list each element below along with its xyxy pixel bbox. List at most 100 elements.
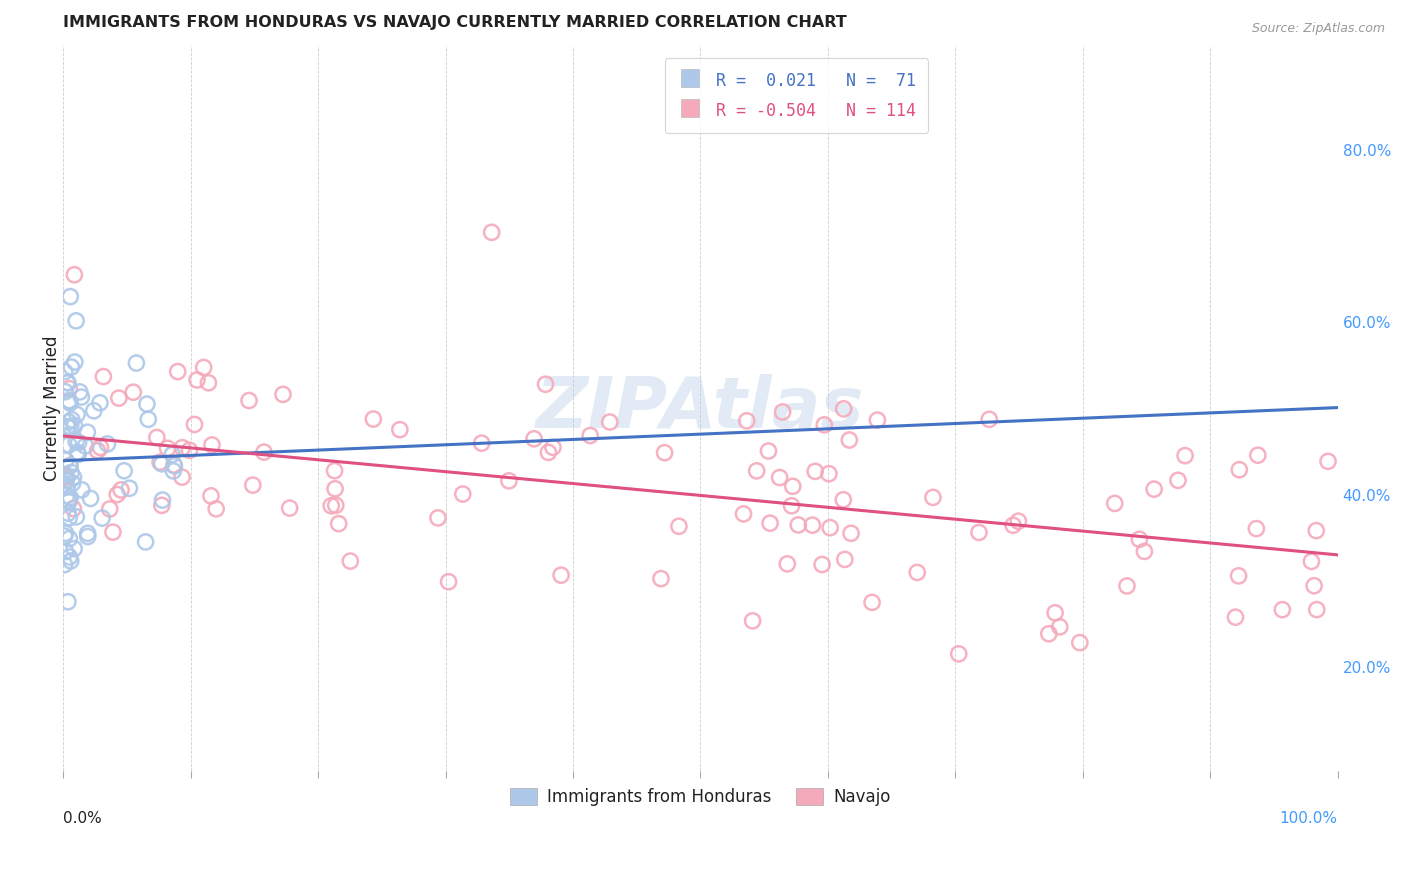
Point bbox=[834, 552, 856, 566]
Point bbox=[65, 509, 87, 524]
Point bbox=[101, 525, 124, 540]
Point bbox=[745, 464, 768, 478]
Point bbox=[172, 470, 194, 484]
Point bbox=[59, 396, 82, 410]
Point bbox=[55, 473, 77, 487]
Point bbox=[471, 436, 494, 450]
Point bbox=[118, 481, 141, 495]
Point bbox=[1007, 514, 1029, 528]
Point bbox=[146, 430, 169, 444]
Point bbox=[787, 517, 810, 532]
Point bbox=[63, 541, 86, 556]
Point bbox=[1069, 635, 1091, 649]
Point bbox=[179, 443, 201, 458]
Point bbox=[811, 558, 834, 572]
Point bbox=[70, 390, 93, 404]
Point bbox=[1246, 522, 1268, 536]
Point bbox=[135, 535, 157, 549]
Point bbox=[105, 487, 128, 501]
Point bbox=[56, 419, 79, 434]
Point bbox=[53, 477, 76, 491]
Point bbox=[58, 382, 80, 396]
Point bbox=[905, 566, 928, 580]
Point bbox=[172, 441, 194, 455]
Point bbox=[150, 499, 173, 513]
Point bbox=[163, 458, 186, 472]
Point bbox=[76, 526, 98, 541]
Point bbox=[1174, 449, 1197, 463]
Point bbox=[1301, 554, 1323, 568]
Point bbox=[55, 468, 77, 483]
Point bbox=[112, 464, 135, 478]
Point bbox=[65, 314, 87, 328]
Point bbox=[550, 568, 572, 582]
Point bbox=[59, 394, 82, 409]
Point bbox=[166, 365, 188, 379]
Point bbox=[782, 479, 804, 493]
Point bbox=[136, 412, 159, 426]
Point bbox=[1306, 602, 1329, 616]
Point bbox=[197, 376, 219, 390]
Point bbox=[599, 415, 621, 429]
Point bbox=[70, 483, 93, 497]
Point bbox=[866, 413, 889, 427]
Point bbox=[776, 557, 799, 571]
Point bbox=[804, 464, 827, 478]
Text: 0.0%: 0.0% bbox=[63, 811, 103, 825]
Point bbox=[53, 529, 76, 543]
Point bbox=[323, 482, 346, 496]
Point bbox=[83, 404, 105, 418]
Point bbox=[323, 464, 346, 478]
Point bbox=[534, 377, 557, 392]
Point bbox=[53, 558, 76, 572]
Point bbox=[56, 506, 79, 520]
Point bbox=[53, 365, 76, 379]
Point bbox=[1038, 626, 1060, 640]
Point bbox=[163, 458, 186, 473]
Point bbox=[76, 529, 98, 543]
Point bbox=[55, 526, 77, 541]
Point bbox=[63, 418, 86, 433]
Point bbox=[86, 443, 108, 458]
Point bbox=[363, 412, 385, 426]
Point bbox=[55, 480, 77, 494]
Point bbox=[1305, 524, 1327, 538]
Point bbox=[967, 525, 990, 540]
Point bbox=[242, 478, 264, 492]
Point bbox=[193, 360, 215, 375]
Point bbox=[948, 647, 970, 661]
Point bbox=[91, 511, 114, 525]
Point bbox=[98, 502, 121, 516]
Point bbox=[76, 425, 98, 440]
Point bbox=[186, 373, 208, 387]
Point bbox=[62, 470, 84, 484]
Point bbox=[89, 396, 111, 410]
Point bbox=[96, 437, 118, 451]
Legend: Immigrants from Honduras, Navajo: Immigrants from Honduras, Navajo bbox=[503, 781, 897, 814]
Point bbox=[108, 391, 131, 405]
Point bbox=[59, 554, 82, 568]
Point bbox=[1133, 544, 1156, 558]
Point bbox=[55, 453, 77, 467]
Point bbox=[1247, 448, 1270, 462]
Point bbox=[838, 433, 860, 447]
Point bbox=[772, 405, 794, 419]
Point bbox=[278, 501, 301, 516]
Point bbox=[149, 455, 172, 469]
Point bbox=[60, 466, 83, 480]
Text: ZIPAtlas: ZIPAtlas bbox=[536, 374, 865, 443]
Point bbox=[523, 432, 546, 446]
Point bbox=[69, 384, 91, 399]
Point bbox=[1303, 579, 1326, 593]
Point bbox=[60, 413, 83, 427]
Point bbox=[183, 417, 205, 432]
Point bbox=[801, 518, 824, 533]
Point bbox=[58, 549, 80, 564]
Text: 100.0%: 100.0% bbox=[1279, 811, 1337, 825]
Point bbox=[541, 441, 564, 455]
Y-axis label: Currently Married: Currently Married bbox=[44, 335, 60, 482]
Point bbox=[1225, 610, 1247, 624]
Point bbox=[66, 445, 89, 459]
Point bbox=[832, 492, 855, 507]
Point bbox=[60, 360, 83, 375]
